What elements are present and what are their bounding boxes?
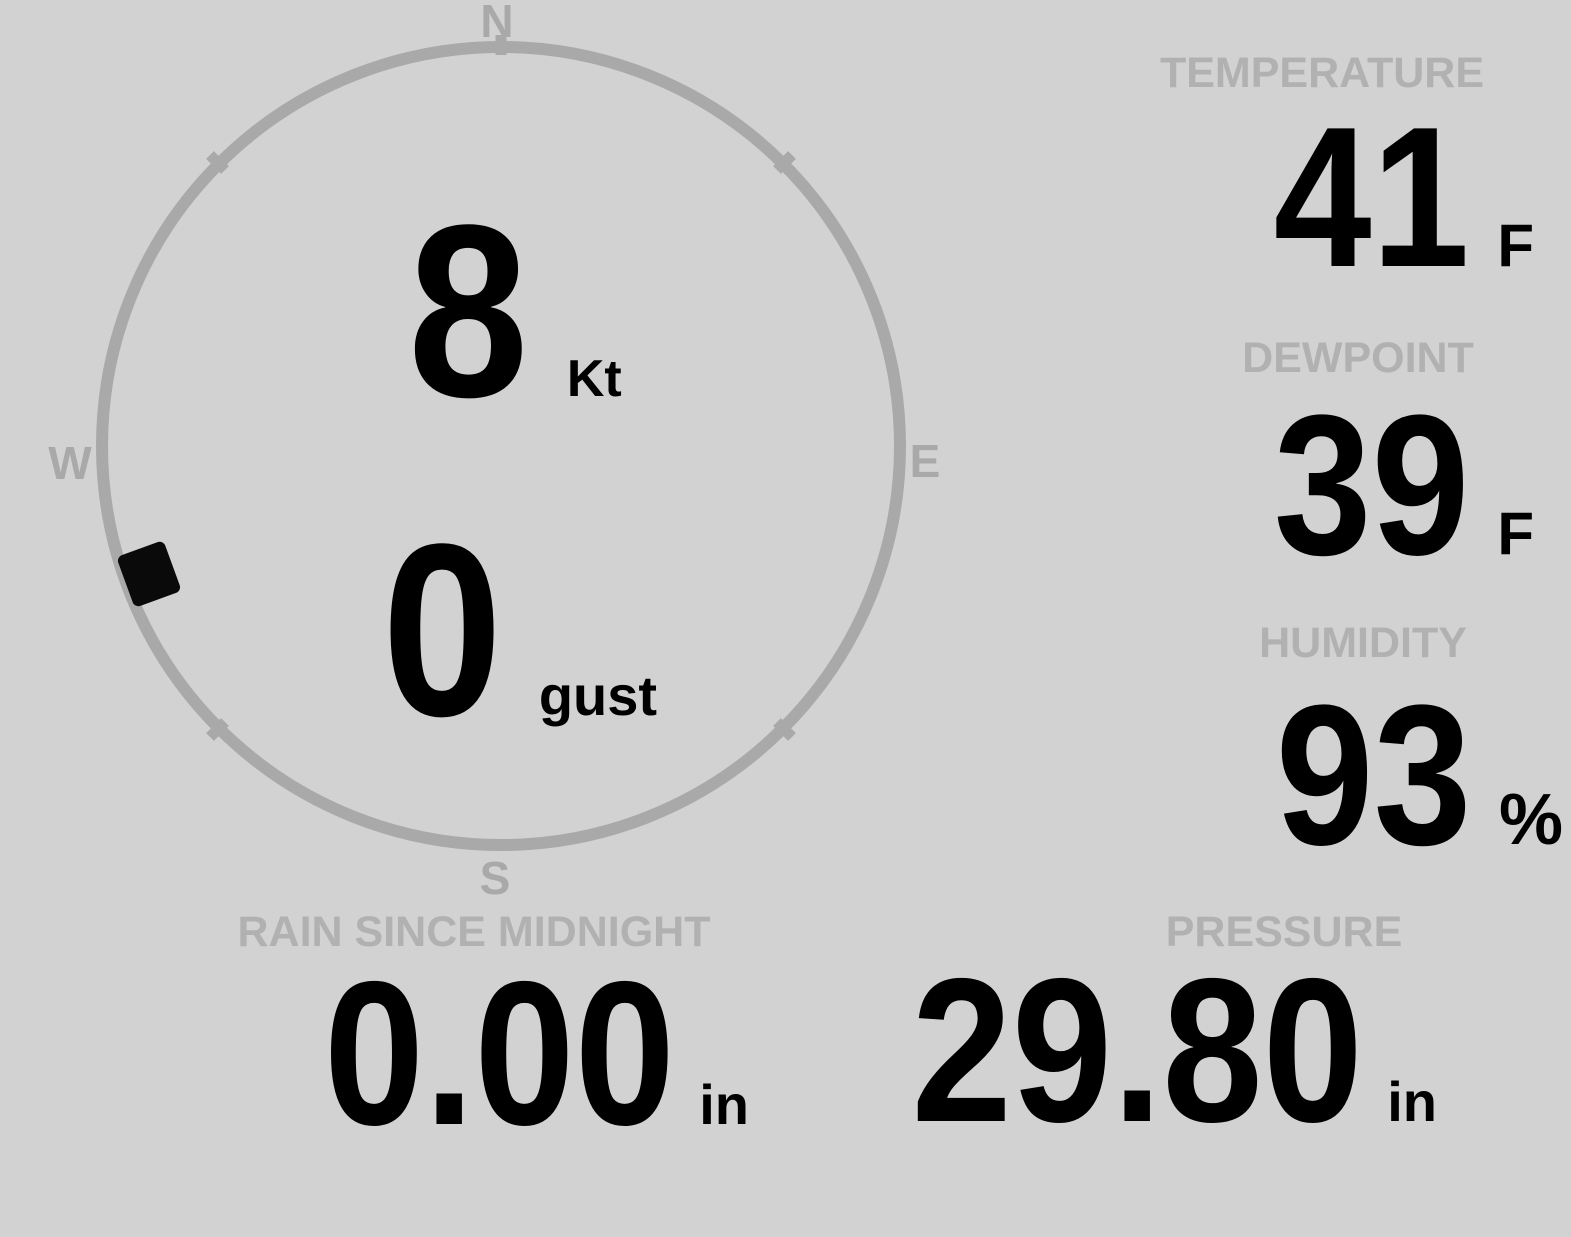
pressure-unit: in xyxy=(1387,1070,1437,1133)
dewpoint-value: 39 xyxy=(1273,374,1470,597)
rain-value: 0.00 xyxy=(324,939,676,1168)
humidity-label: HUMIDITY xyxy=(1259,619,1467,667)
pressure-value: 29.80 xyxy=(911,936,1364,1165)
wind-gust-unit: gust xyxy=(538,664,658,727)
wind-gust-value: 0 xyxy=(382,493,503,768)
compass-label-east: E xyxy=(909,435,941,487)
temperature-value: 41 xyxy=(1273,86,1470,309)
compass-label-south: S xyxy=(479,852,511,904)
pressure-label: PRESSURE xyxy=(1165,908,1403,956)
temperature-reading: 41 F xyxy=(1247,83,1534,313)
compass-ticks xyxy=(206,35,796,741)
humidity-unit: % xyxy=(1498,780,1563,860)
temperature-label: TEMPERATURE xyxy=(1159,49,1485,97)
wind-speed: 8 Kt xyxy=(408,170,622,453)
compass-label-west: W xyxy=(48,437,92,489)
temperature-unit: F xyxy=(1497,212,1534,279)
wind-gust: 0 gust xyxy=(382,489,657,772)
wind-compass xyxy=(96,35,906,851)
humidity-value: 93 xyxy=(1275,664,1471,887)
compass-tick-sw xyxy=(206,718,229,741)
dewpoint-unit: F xyxy=(1497,500,1534,567)
pressure-reading: 29.80 in xyxy=(850,933,1437,1169)
rain-unit: in xyxy=(699,1073,749,1136)
compass-tick-nw xyxy=(206,151,229,174)
compass-tick-ne xyxy=(773,151,796,174)
wind-speed-value: 8 xyxy=(408,174,529,449)
compass-tick-se xyxy=(773,718,796,741)
wind-speed-unit: Kt xyxy=(566,350,622,408)
rain-reading: 0.00 in xyxy=(276,936,749,1172)
compass-label-north: N xyxy=(480,0,514,47)
humidity-reading: 93 % xyxy=(1249,661,1563,891)
dewpoint-reading: 39 F xyxy=(1247,371,1534,601)
rain-label: RAIN SINCE MIDNIGHT xyxy=(237,908,711,956)
dewpoint-label: DEWPOINT xyxy=(1242,334,1474,382)
